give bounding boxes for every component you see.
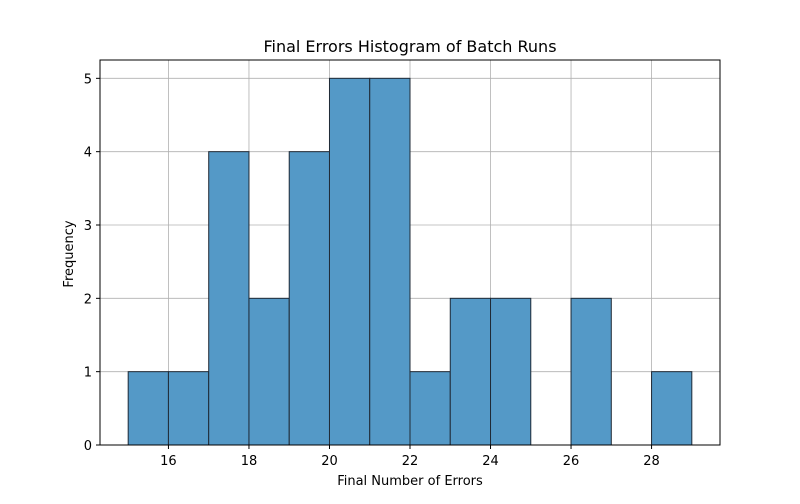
y-tick-label: 1 xyxy=(84,366,92,381)
x-tick-label: 16 xyxy=(160,454,177,469)
histogram-bar xyxy=(651,371,693,446)
histogram-bar xyxy=(570,297,612,446)
histogram-bar xyxy=(167,371,210,446)
x-tick-label: 24 xyxy=(482,454,499,469)
histogram-bar xyxy=(328,77,371,446)
histogram-bar xyxy=(248,297,290,446)
x-axis-label: Final Number of Errors xyxy=(337,474,483,489)
histogram-bar xyxy=(208,151,250,446)
histogram-bar xyxy=(369,77,411,446)
x-tick-label: 28 xyxy=(643,454,660,469)
chart-title: Final Errors Histogram of Batch Runs xyxy=(263,37,556,56)
histogram-bar xyxy=(127,371,169,446)
histogram-bar xyxy=(449,297,492,446)
histogram-bar xyxy=(490,297,532,446)
x-tick-label: 20 xyxy=(321,454,338,469)
y-tick-label: 2 xyxy=(84,292,92,307)
y-axis-label: Frequency xyxy=(62,220,77,287)
y-tick-label: 4 xyxy=(84,146,92,161)
x-tick-label: 22 xyxy=(402,454,419,469)
histogram-bar xyxy=(288,151,330,446)
bars-layer xyxy=(127,77,693,446)
y-tick-label: 5 xyxy=(84,72,92,87)
histogram-bar xyxy=(409,371,451,446)
x-tick-label: 26 xyxy=(563,454,580,469)
y-tick-label: 3 xyxy=(84,219,92,234)
x-tick-label: 18 xyxy=(241,454,258,469)
ticks-layer: 16 18 20 22 24 26 28 0 1 2 3 4 5 xyxy=(84,72,660,469)
y-tick-label: 0 xyxy=(84,439,92,454)
